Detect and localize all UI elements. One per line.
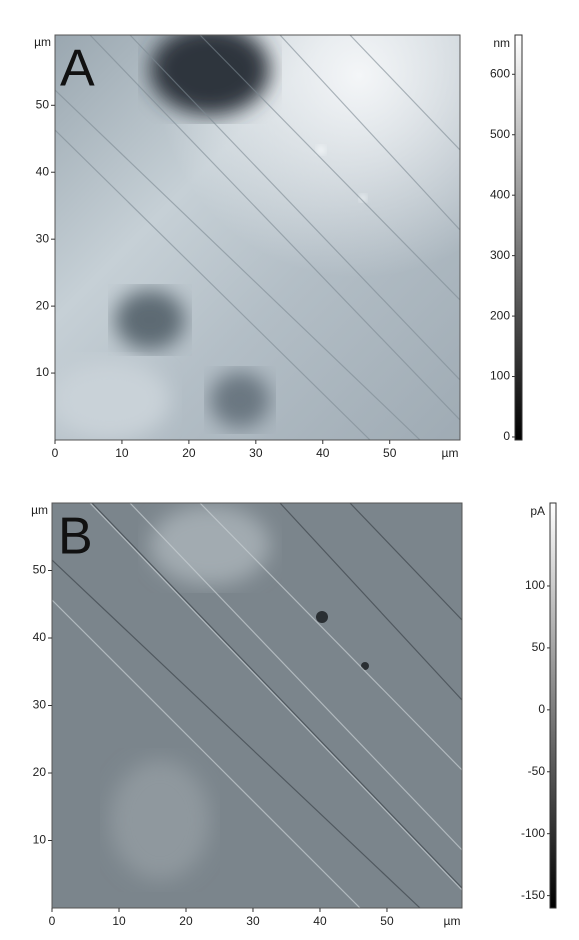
x-tick-label: 20 (179, 914, 193, 928)
y-tick-label: 50 (33, 563, 47, 577)
y-tick-label: 20 (33, 765, 47, 779)
x-tick-label: 10 (115, 446, 129, 460)
panel-label: A (60, 40, 95, 98)
afm-height-image (55, 35, 460, 440)
x-tick-label: 10 (112, 914, 126, 928)
y-tick-label: 20 (36, 298, 50, 312)
colorbar-tick-label: 600 (490, 66, 510, 80)
colorbar-tick-label: 0 (538, 702, 545, 716)
y-tick-label: 30 (36, 231, 50, 245)
x-tick-label: 50 (383, 446, 397, 460)
colorbar-tick-label: -150 (521, 888, 545, 902)
colorbar (514, 34, 523, 441)
colorbar-tick-label: -100 (521, 826, 545, 840)
x-tick-label: 50 (380, 914, 394, 928)
y-unit: µm (34, 35, 51, 49)
colorbar-unit: nm (493, 36, 510, 50)
x-tick-label: 30 (249, 446, 263, 460)
colorbar-tick-label: 500 (490, 127, 510, 141)
colorbar-tick-label: 0 (503, 429, 510, 443)
frame (54, 34, 461, 441)
x-unit: µm (444, 914, 461, 928)
afm-current-image (52, 503, 462, 908)
y-tick-label: 10 (33, 833, 47, 847)
panel-label: B (58, 508, 93, 566)
colorbar-unit: pA (530, 504, 545, 518)
y-unit: µm (31, 503, 48, 517)
colorbar-tick-label: 100 (525, 578, 545, 592)
x-tick-label: 30 (246, 914, 260, 928)
colorbar (549, 502, 557, 909)
x-unit: µm (442, 446, 459, 460)
x-tick-label: 20 (182, 446, 196, 460)
y-tick-label: 50 (36, 97, 50, 111)
colorbar-tick-label: 50 (532, 640, 546, 654)
x-tick-label: 40 (316, 446, 330, 460)
colorbar-tick-label: 100 (490, 369, 510, 383)
colorbar-tick-label: -50 (528, 764, 546, 778)
x-tick-label: 0 (49, 914, 56, 928)
colorbar-tick-label: 200 (490, 308, 510, 322)
y-tick-label: 40 (33, 630, 47, 644)
colorbar-tick-label: 400 (490, 187, 510, 201)
x-tick-label: 40 (313, 914, 327, 928)
x-tick-label: 0 (52, 446, 59, 460)
y-tick-label: 10 (36, 365, 50, 379)
colorbar-tick-label: 300 (490, 248, 510, 262)
y-tick-label: 30 (33, 698, 47, 712)
y-tick-label: 40 (36, 164, 50, 178)
